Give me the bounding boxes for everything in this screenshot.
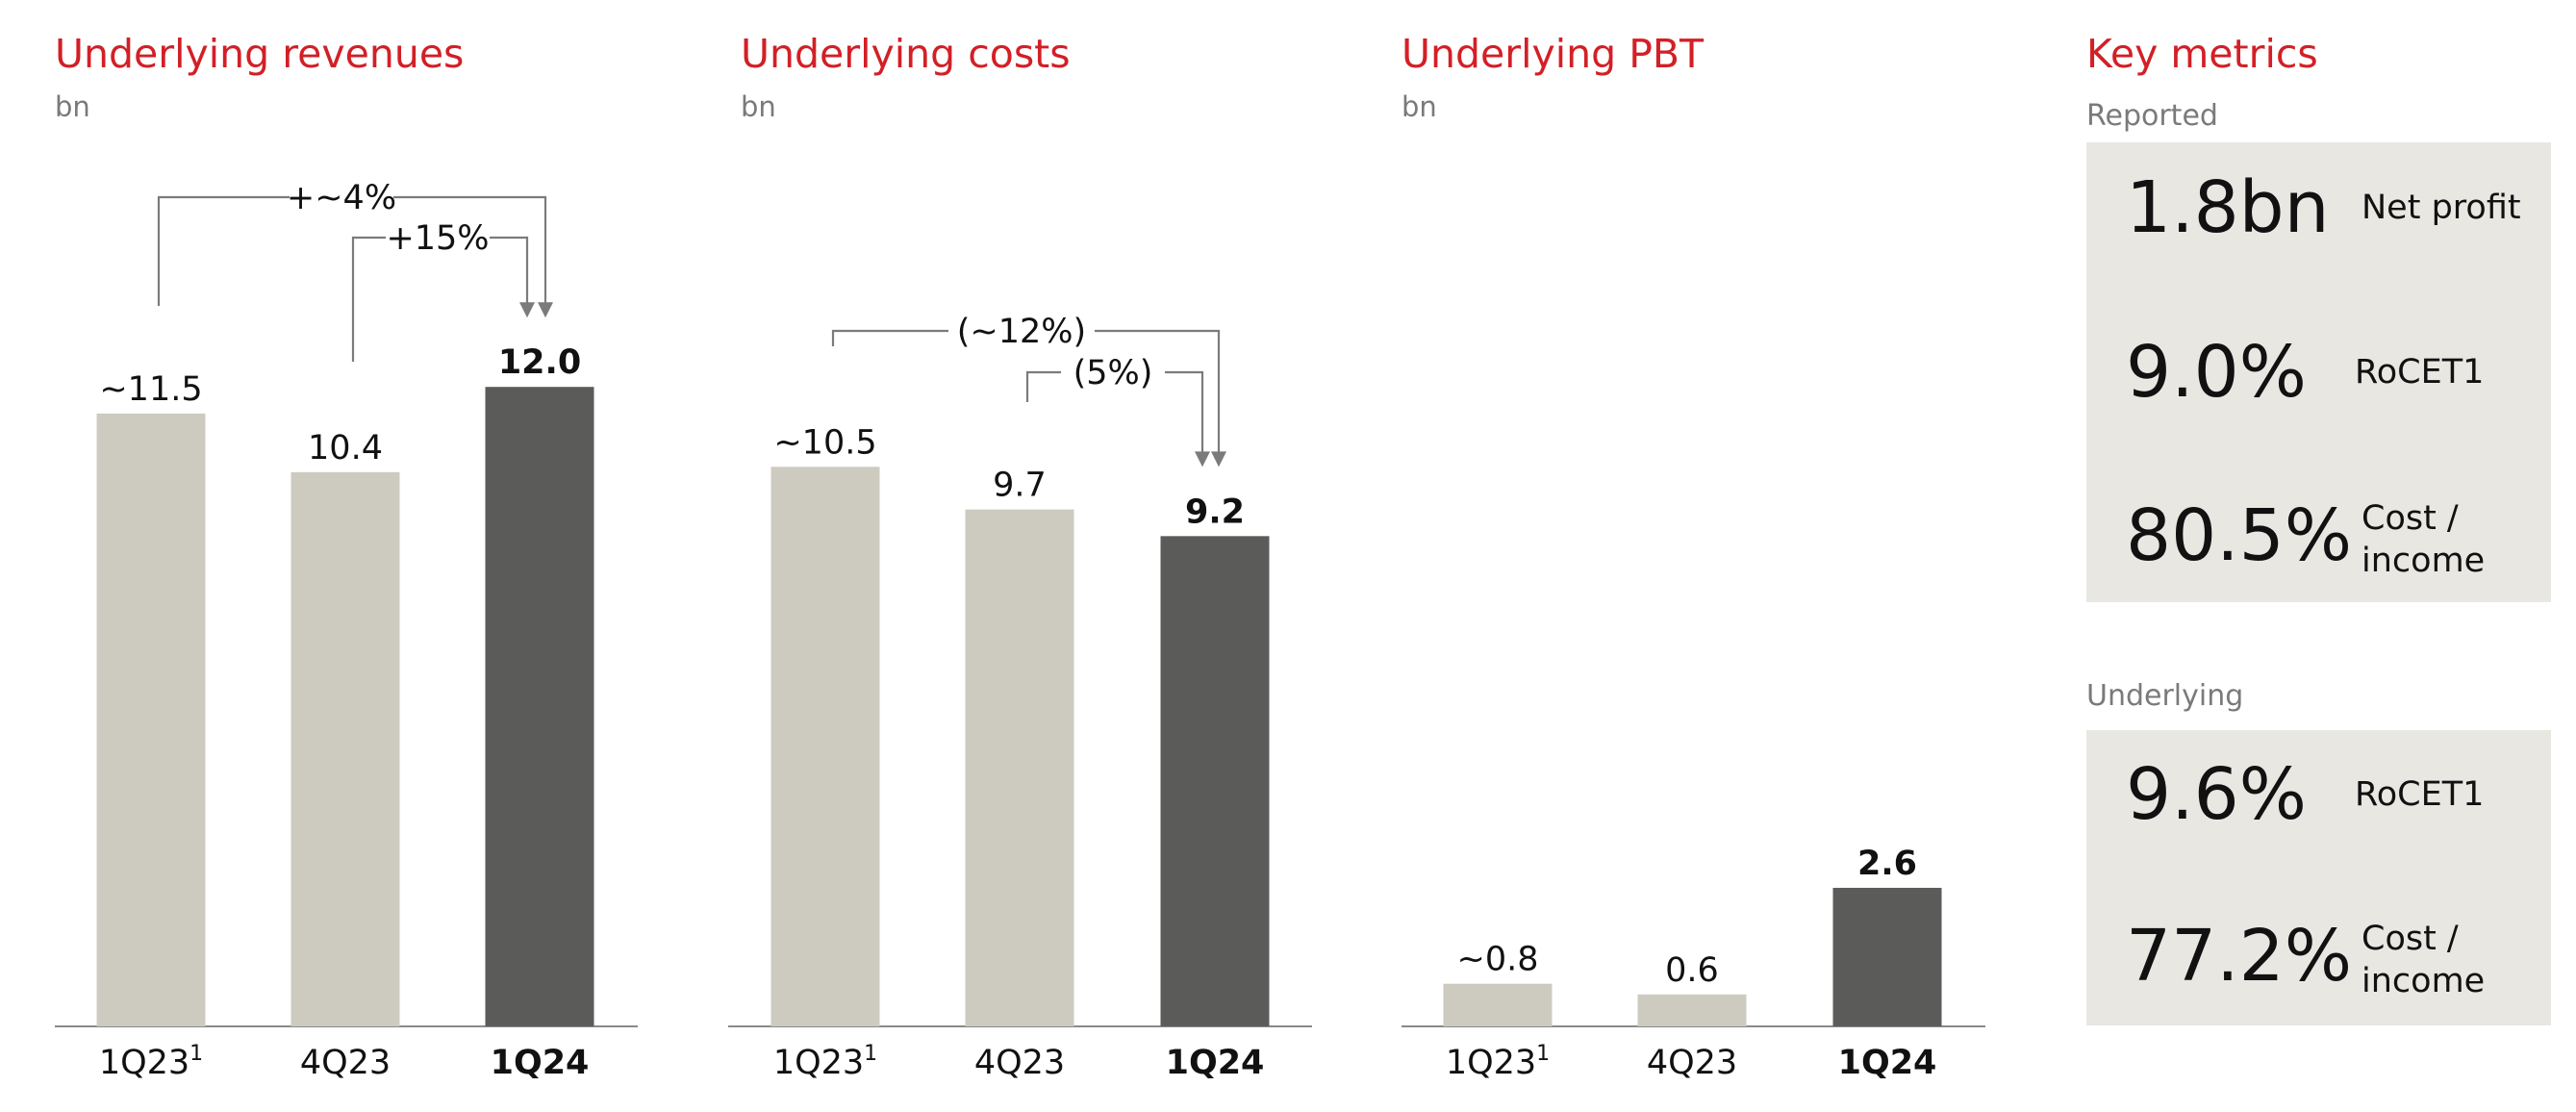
metric-label: Net profit <box>2361 189 2521 227</box>
section-label: Reported <box>2086 99 2218 133</box>
annotation-connector <box>1025 370 1061 402</box>
data-label: ~0.8 <box>1457 941 1539 979</box>
data-label: 12.0 <box>498 343 581 382</box>
metric-value: 77.2% <box>2126 915 2352 998</box>
bar-4q23 <box>1637 994 1747 1026</box>
annotation-connector <box>393 195 547 305</box>
bar-4q23 <box>290 471 400 1027</box>
metrics-panel <box>2086 730 2551 1025</box>
change-annotation: (5%) <box>1073 354 1153 392</box>
section-label: Underlying <box>2086 679 2243 713</box>
bar-1q24 <box>485 387 594 1026</box>
metric-label: RoCET1 <box>2355 353 2484 392</box>
change-annotation: (~12%) <box>957 313 1086 351</box>
bar-1q24 <box>1160 536 1270 1026</box>
key-metrics-title: Key metrics <box>2086 31 2318 77</box>
chart-1: Underlying revenues bn ~11.5 1Q231 10.4 4Q23 1… <box>55 31 638 1082</box>
annotation-connector <box>831 329 948 346</box>
chart-2: Underlying costs bn ~10.5 1Q231 9.7 4Q23 9.2 1Q… <box>728 31 1312 1082</box>
metric-row: 77.2% Cost / income <box>2126 915 2485 1000</box>
change-annotation: +~4% <box>287 179 396 217</box>
footnote-marker: 1 <box>864 1042 877 1066</box>
data-label: 9.7 <box>993 467 1047 505</box>
footnote-marker: 1 <box>189 1042 203 1066</box>
chart-3: Underlying PBT bn ~0.8 1Q231 0.6 4Q23 2.6 1Q24 <box>1402 31 1985 1082</box>
annotation-connector <box>490 236 529 305</box>
metric-row: 9.0% RoCET1 <box>2126 331 2484 414</box>
bar-4q23 <box>965 509 1074 1026</box>
metric-label: income <box>2361 542 2485 580</box>
underlying-section: Underlying 9.6% RoCET1 77.2% Cost / income <box>2086 679 2551 1025</box>
annotation-connector <box>1095 329 1221 454</box>
chart-unit: bn <box>55 90 90 123</box>
arrow-head-icon <box>519 302 535 318</box>
data-label: 10.4 <box>308 429 383 468</box>
chart-title: Underlying revenues <box>55 31 464 77</box>
data-label: ~10.5 <box>773 423 876 462</box>
charts-layer: Underlying revenues bn ~11.5 1Q231 10.4 4Q23 1… <box>55 31 1985 1082</box>
category-label: 1Q231 <box>1446 1042 1550 1082</box>
footnote-marker: 1 <box>1536 1042 1550 1066</box>
annotation-connector <box>1165 370 1204 454</box>
data-label: ~11.5 <box>99 370 202 409</box>
arrow-head-icon <box>1211 451 1226 468</box>
data-label: 0.6 <box>1665 951 1719 990</box>
arrow-head-icon <box>1195 451 1210 468</box>
category-label: 1Q24 <box>1166 1044 1265 1082</box>
category-label: 1Q24 <box>491 1044 590 1082</box>
metric-label: Cost / <box>2361 920 2459 958</box>
category-label: 4Q23 <box>1647 1044 1737 1082</box>
metric-value: 9.0% <box>2126 331 2307 414</box>
category-label: 1Q231 <box>773 1042 877 1082</box>
metric-row: 9.6% RoCET1 <box>2126 753 2484 836</box>
category-label: 4Q23 <box>300 1044 391 1082</box>
chart-title: Underlying costs <box>741 31 1071 77</box>
bar-1q23 <box>770 467 880 1026</box>
category-label: 1Q231 <box>99 1042 203 1082</box>
chart-unit: bn <box>1402 90 1437 123</box>
annotation-connector <box>157 195 290 306</box>
metric-value: 9.6% <box>2126 753 2307 836</box>
metric-value: 1.8bn <box>2126 166 2330 249</box>
bar-1q23 <box>1443 983 1553 1026</box>
annotation-connector <box>351 236 386 362</box>
metric-value: 80.5% <box>2126 494 2352 577</box>
category-label: 1Q24 <box>1838 1044 1937 1082</box>
metric-label: income <box>2361 962 2485 1000</box>
arrow-head-icon <box>538 302 553 318</box>
change-annotation: +15% <box>386 219 489 258</box>
data-label: 9.2 <box>1185 493 1245 531</box>
key-metrics-layer: Key metrics Reported 1.8bn Net profit 9.0% Ro… <box>2086 31 2551 1025</box>
metric-row: 80.5% Cost / income <box>2126 494 2485 580</box>
data-label: 2.6 <box>1857 845 1917 883</box>
metric-label: RoCET1 <box>2355 775 2484 814</box>
metrics-panel <box>2086 142 2551 602</box>
bar-1q23 <box>96 413 206 1026</box>
chart-unit: bn <box>741 90 776 123</box>
bar-1q24 <box>1832 887 1942 1026</box>
reported-section: Reported 1.8bn Net profit 9.0% RoCET1 80.5% Co… <box>2086 99 2551 602</box>
metric-label: Cost / <box>2361 499 2459 538</box>
category-label: 4Q23 <box>974 1044 1065 1082</box>
metric-row: 1.8bn Net profit <box>2126 166 2521 249</box>
chart-title: Underlying PBT <box>1402 31 1705 77</box>
